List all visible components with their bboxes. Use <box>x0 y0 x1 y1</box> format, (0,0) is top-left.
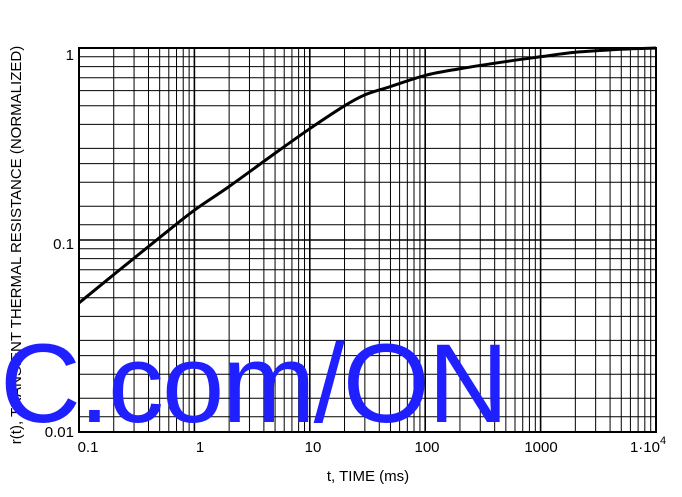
x-tick-label: 10 <box>305 439 322 456</box>
x-tick-label: 100 <box>414 439 439 456</box>
watermark-text: C.com/ON <box>0 321 509 446</box>
y-tick-label: 0.1 <box>53 236 74 253</box>
x-tick-label: 1·10 <box>630 439 660 456</box>
x-tick-labels: 0.1 1 10 100 1000 1·10 4 <box>78 435 667 456</box>
x-tick-label-exponent: 4 <box>660 435 666 447</box>
y-axis-title: r(t), TRANSIENT THERMAL RESISTANCE (NORM… <box>8 46 25 444</box>
plot-frame <box>78 47 657 433</box>
y-tick-label: 1 <box>66 47 74 64</box>
series-line-0 <box>78 46 657 305</box>
grid <box>78 48 656 433</box>
series-layer <box>78 46 657 305</box>
x-axis-title: t, TIME (ms) <box>327 468 409 485</box>
y-tick-label: 0.01 <box>45 424 74 441</box>
x-tick-label: 1000 <box>524 439 557 456</box>
x-tick-label: 1 <box>196 439 204 456</box>
x-tick-label: 0.1 <box>78 439 99 456</box>
y-tick-labels: 0.01 0.1 1 <box>45 47 74 441</box>
